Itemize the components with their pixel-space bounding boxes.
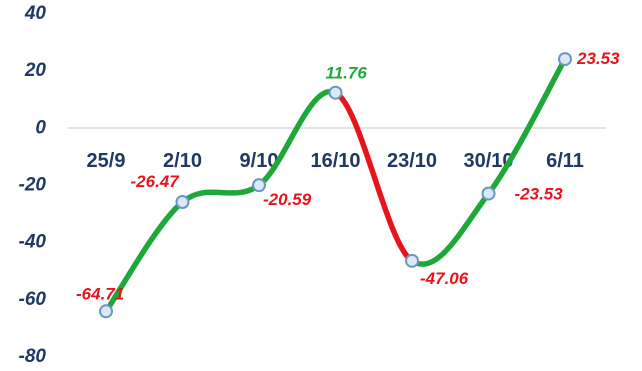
y-axis-ticks: 40 20 0 -20 -40 -60 -80 <box>19 3 47 367</box>
rising-line-segment <box>485 56 568 197</box>
data-labels: -64.71 -26.47 -20.59 11.76 -47.06 -23.53… <box>76 49 620 303</box>
x-tick-label: 23/10 <box>387 150 437 172</box>
x-tick-label: 6/11 <box>546 150 584 172</box>
data-label: -26.47 <box>131 172 181 191</box>
data-point-marker <box>252 178 266 193</box>
data-point-marker <box>405 253 419 268</box>
data-markers <box>99 52 572 319</box>
data-label: -23.53 <box>515 185 564 204</box>
data-point-marker <box>481 186 496 201</box>
series-line <box>103 56 568 315</box>
data-label: 11.76 <box>326 64 368 83</box>
data-label: -20.59 <box>263 190 312 209</box>
data-label: 23.53 <box>576 49 620 68</box>
y-tick-label: -40 <box>19 232 47 253</box>
data-point-marker <box>99 304 113 319</box>
x-axis-ticks: 25/9 2/10 9/10 16/10 23/10 30/10 6/11 <box>87 150 584 172</box>
x-tick-label: 30/10 <box>463 150 513 172</box>
data-point-marker <box>328 85 343 100</box>
data-point-marker <box>558 52 572 67</box>
data-point-marker <box>175 194 190 209</box>
falling-line-segment <box>332 89 415 264</box>
rising-line-segment <box>409 190 492 267</box>
rising-line-segment <box>103 199 186 315</box>
rising-line-segment <box>179 182 262 205</box>
rising-line-segment <box>256 88 339 188</box>
y-tick-label: 0 <box>35 117 46 138</box>
x-tick-label: 2/10 <box>163 150 202 172</box>
x-tick-label: 9/10 <box>240 150 279 172</box>
y-tick-label: -80 <box>19 346 47 367</box>
y-tick-label: 20 <box>24 60 47 81</box>
x-tick-label: 25/9 <box>87 150 126 172</box>
data-label: -64.71 <box>76 284 124 303</box>
y-tick-label: 40 <box>24 3 47 24</box>
y-tick-label: -20 <box>19 175 47 196</box>
x-tick-label: 16/10 <box>310 150 360 172</box>
y-tick-label: -60 <box>19 289 47 310</box>
data-label: -47.06 <box>420 269 469 288</box>
